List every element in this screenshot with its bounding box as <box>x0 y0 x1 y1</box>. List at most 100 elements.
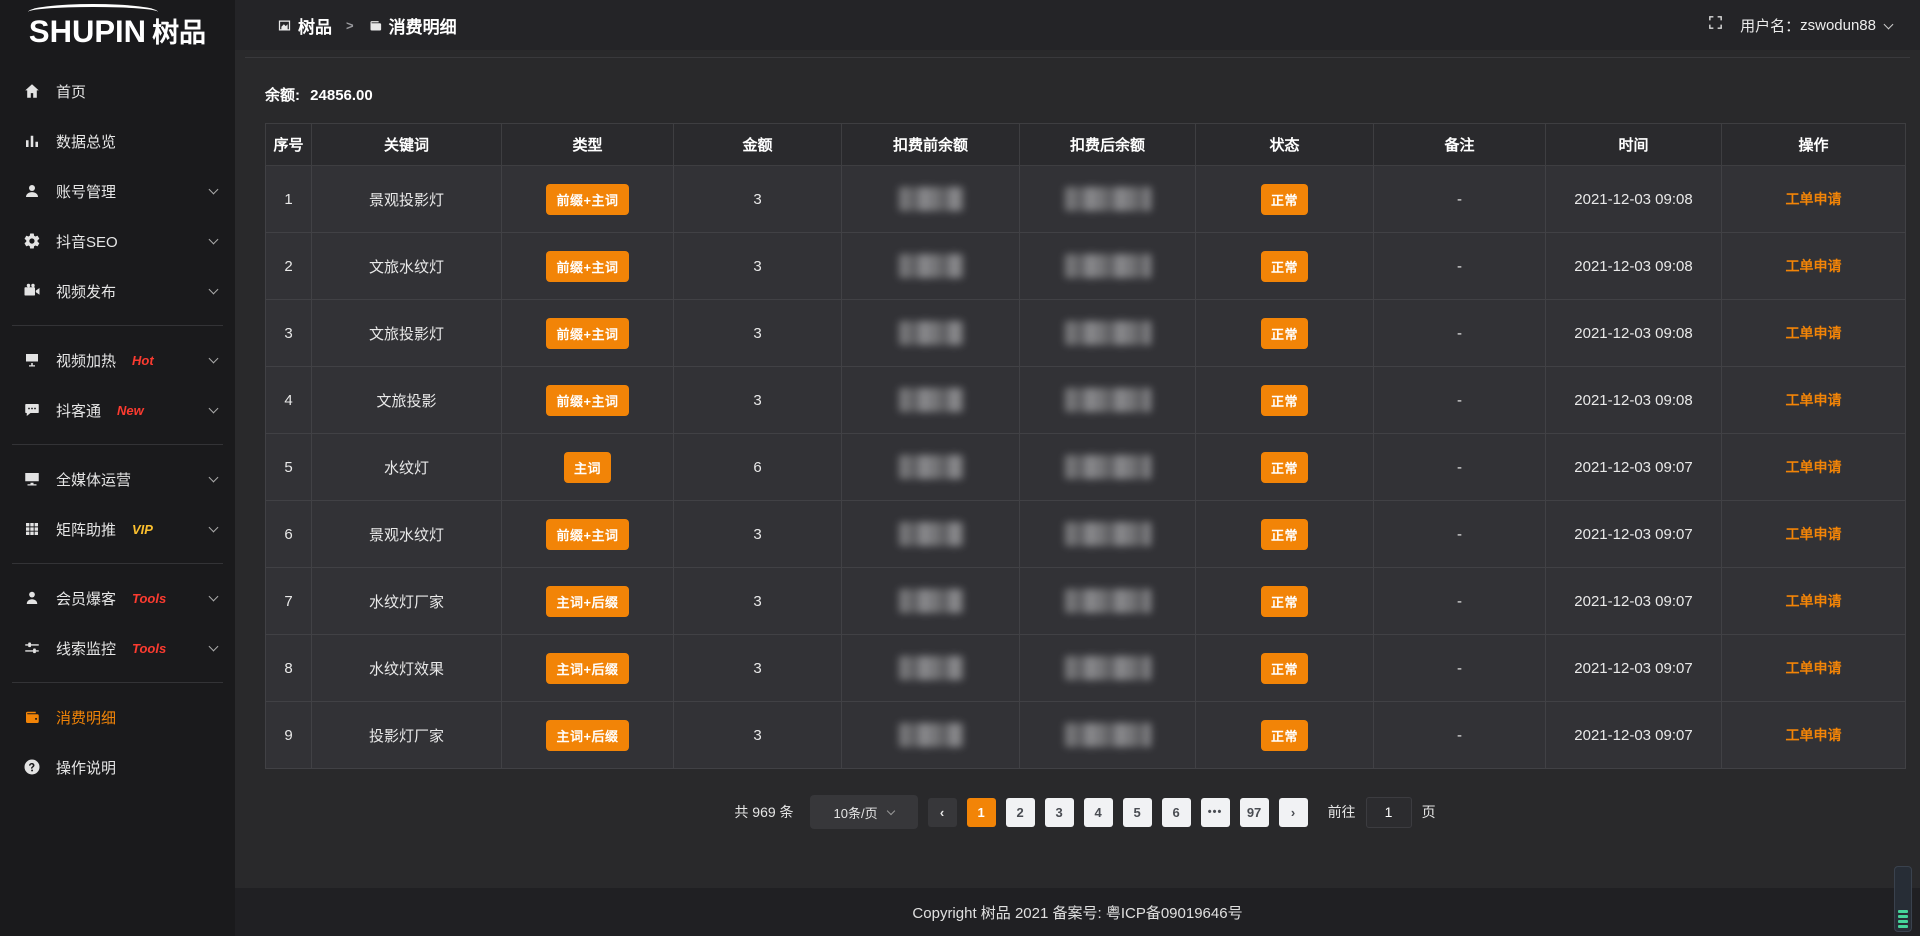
cell-keyword: 景观投影灯 <box>311 165 502 233</box>
page-button[interactable]: 1 <box>966 797 996 827</box>
work-order-link[interactable]: 工单申请 <box>1785 392 1842 408</box>
floating-widget[interactable] <box>1894 866 1912 932</box>
redacted-value <box>898 723 963 747</box>
sidebar-item-video-publish[interactable]: 视频发布 <box>0 266 235 316</box>
sidebar-item-douyin-seo[interactable]: 抖音SEO <box>0 216 235 266</box>
cell-amount: 3 <box>673 634 842 702</box>
page-ellipsis-button[interactable]: ••• <box>1200 797 1230 827</box>
goto-unit: 页 <box>1421 804 1436 820</box>
app-logo: SHUPIN 树品 <box>0 0 235 56</box>
table-row: 2 文旅水纹灯 前缀+主词 3 正常 - 2021-12-03 09:08 工单… <box>265 232 1906 300</box>
work-order-link[interactable]: 工单申请 <box>1785 325 1842 341</box>
status-badge: 正常 <box>1260 585 1308 617</box>
sidebar-item-douketong[interactable]: 抖客通 New <box>0 385 235 435</box>
cell-balance-after <box>1019 433 1196 501</box>
cell-balance-after <box>1019 366 1196 434</box>
column-header: 备注 <box>1373 123 1546 166</box>
status-badge: 正常 <box>1260 250 1308 282</box>
sidebar-item-matrix-boost[interactable]: 矩阵助推 VIP <box>0 504 235 554</box>
column-header: 扣费前余额 <box>841 123 1020 166</box>
cell-keyword: 水纹灯厂家 <box>311 567 502 635</box>
status-badge: 正常 <box>1260 719 1308 751</box>
sidebar-item-video-heat[interactable]: 视频加热 Hot <box>0 335 235 385</box>
table-row: 6 景观水纹灯 前缀+主词 3 正常 - 2021-12-03 09:07 工单… <box>265 500 1906 568</box>
page-button[interactable]: 5 <box>1122 797 1152 827</box>
work-order-link[interactable]: 工单申请 <box>1785 727 1842 743</box>
gear-icon <box>22 231 42 251</box>
redacted-value <box>898 589 963 613</box>
cell-index: 6 <box>265 500 312 568</box>
work-order-link[interactable]: 工单申请 <box>1785 526 1842 542</box>
table-row: 3 文旅投影灯 前缀+主词 3 正常 - 2021-12-03 09:08 工单… <box>265 299 1906 367</box>
new-badge: New <box>117 402 144 418</box>
status-badge: 正常 <box>1260 384 1308 416</box>
goto-label: 前往 <box>1327 804 1356 820</box>
sidebar-item-data-overview[interactable]: 数据总览 <box>0 116 235 166</box>
cell-index: 5 <box>265 433 312 501</box>
cell-balance-before <box>841 567 1020 635</box>
status-badge: 正常 <box>1260 317 1308 349</box>
sidebar-item-account[interactable]: 账号管理 <box>0 166 235 216</box>
cell-balance-after <box>1019 299 1196 367</box>
user-menu[interactable]: 用户名： zswodun88 <box>1740 15 1894 36</box>
cell-keyword: 投影灯厂家 <box>311 701 502 769</box>
chevron-down-icon <box>1883 19 1894 29</box>
page-size-select[interactable]: 10条/页 <box>809 795 918 829</box>
table-head-row: 序号 关键词 类型 金额 扣费前余额 扣费后余额 状态 备注 时间 操作 <box>265 123 1906 166</box>
prev-page-button[interactable]: ‹ <box>927 797 957 827</box>
goto-page-input[interactable] <box>1365 796 1412 828</box>
redacted-value <box>1064 321 1151 345</box>
cell-status: 正常 <box>1195 500 1374 568</box>
work-order-link[interactable]: 工单申请 <box>1785 660 1842 676</box>
sidebar-item-help[interactable]: 操作说明 <box>0 742 235 792</box>
menu-divider <box>12 563 223 564</box>
breadcrumb-root[interactable]: 树品 <box>298 17 332 37</box>
sidebar-item-member-baoke[interactable]: 会员爆客 Tools <box>0 573 235 623</box>
cell-balance-after <box>1019 567 1196 635</box>
sidebar-item-consumption-detail[interactable]: 消费明细 <box>0 692 235 742</box>
cell-time: 2021-12-03 09:07 <box>1545 500 1722 568</box>
wallet-icon <box>22 707 42 727</box>
type-badge: 前缀+主词 <box>546 384 629 416</box>
cell-remark: - <box>1373 567 1546 635</box>
cell-keyword: 景观水纹灯 <box>311 500 502 568</box>
page-button[interactable]: 4 <box>1083 797 1113 827</box>
billboard-icon <box>22 350 42 370</box>
work-order-link[interactable]: 工单申请 <box>1785 191 1842 207</box>
cell-action: 工单申请 <box>1721 232 1906 300</box>
cell-balance-after <box>1019 165 1196 233</box>
cell-action: 工单申请 <box>1721 433 1906 501</box>
page-button[interactable]: 6 <box>1161 797 1191 827</box>
cell-remark: - <box>1373 299 1546 367</box>
sidebar-item-lead-monitor[interactable]: 线索监控 Tools <box>0 623 235 673</box>
page-button[interactable]: 2 <box>1005 797 1035 827</box>
cell-balance-before <box>841 366 1020 434</box>
breadcrumb-separator: > <box>346 17 354 33</box>
cell-time: 2021-12-03 09:07 <box>1545 567 1722 635</box>
next-page-button[interactable]: › <box>1278 797 1308 827</box>
menu-divider <box>12 682 223 683</box>
cell-type: 主词+后缀 <box>501 567 674 635</box>
cell-index: 9 <box>265 701 312 769</box>
chevron-down-icon <box>208 591 219 601</box>
type-badge: 主词 <box>563 451 611 483</box>
column-header: 序号 <box>265 123 312 166</box>
table-row: 7 水纹灯厂家 主词+后缀 3 正常 - 2021-12-03 09:07 工单… <box>265 567 1906 635</box>
column-header: 扣费后余额 <box>1019 123 1196 166</box>
cell-time: 2021-12-03 09:08 <box>1545 165 1722 233</box>
chevron-down-icon <box>208 472 219 482</box>
page-button[interactable]: 3 <box>1044 797 1074 827</box>
cell-balance-after <box>1019 701 1196 769</box>
logo-text-en: SHUPIN <box>28 13 147 50</box>
cell-action: 工单申请 <box>1721 701 1906 769</box>
cell-keyword: 文旅水纹灯 <box>311 232 502 300</box>
sidebar-item-all-media[interactable]: 全媒体运营 <box>0 454 235 504</box>
work-order-link[interactable]: 工单申请 <box>1785 593 1842 609</box>
redacted-value <box>1064 388 1151 412</box>
fullscreen-icon[interactable] <box>1707 14 1724 36</box>
sidebar-item-home[interactable]: 首页 <box>0 66 235 116</box>
page-button[interactable]: 97 <box>1239 797 1269 827</box>
redacted-value <box>1064 589 1151 613</box>
work-order-link[interactable]: 工单申请 <box>1785 459 1842 475</box>
work-order-link[interactable]: 工单申请 <box>1785 258 1842 274</box>
